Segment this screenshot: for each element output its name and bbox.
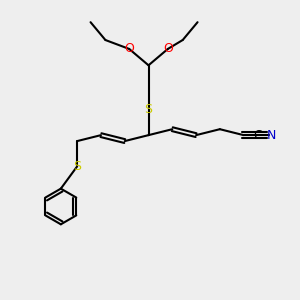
Text: S: S [145, 103, 152, 116]
Text: C: C [253, 129, 262, 142]
Text: O: O [163, 42, 173, 56]
Text: O: O [124, 42, 134, 56]
Text: N: N [267, 129, 276, 142]
Text: S: S [73, 160, 81, 173]
